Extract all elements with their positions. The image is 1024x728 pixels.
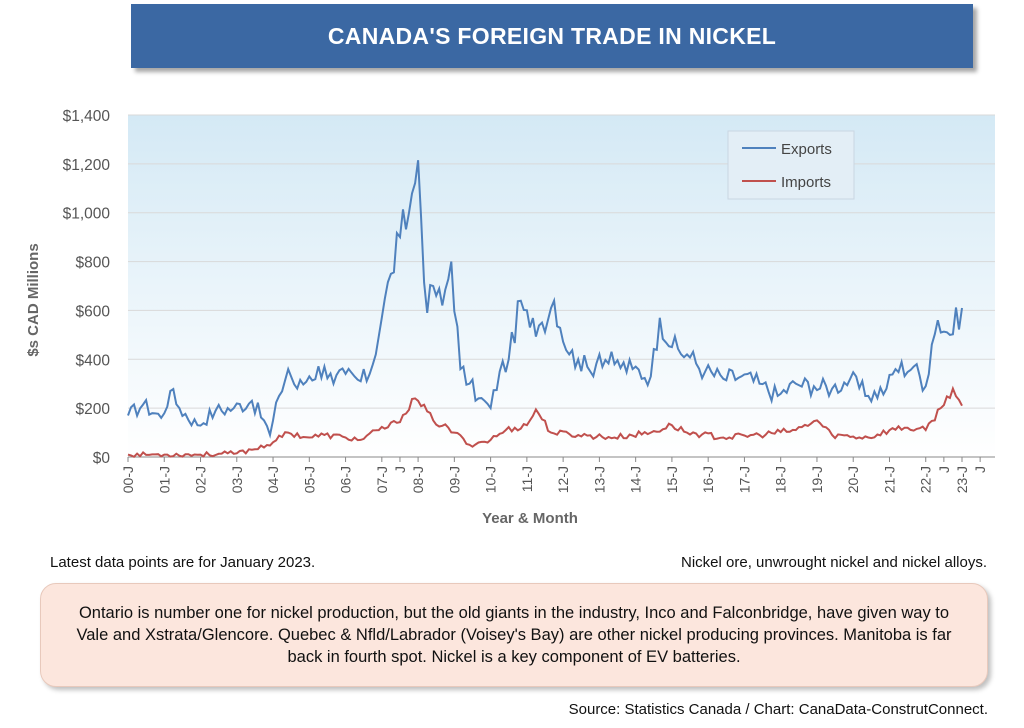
x-tick-label: 15-J bbox=[664, 466, 680, 493]
x-tick-label: 16-J bbox=[700, 466, 716, 493]
x-tick-label: 00-J bbox=[120, 466, 136, 493]
x-tick-label: 07-J bbox=[374, 466, 390, 493]
legend-exports-label: Exports bbox=[781, 141, 832, 158]
x-tick-label: 13-J bbox=[591, 466, 607, 493]
chart-title: CANADA'S FOREIGN TRADE IN NICKEL bbox=[327, 22, 777, 49]
x-tick-label: 10-J bbox=[483, 466, 499, 493]
x-tick-label: 23-J bbox=[954, 466, 970, 493]
product-scope-note: Nickel ore, unwrought nickel and nickel … bbox=[681, 554, 987, 571]
x-tick-label: 22-J bbox=[918, 466, 934, 493]
x-tick-label: 17-J bbox=[736, 466, 752, 493]
y-tick-label: $1,000 bbox=[63, 206, 111, 223]
x-tick-label: 11-J bbox=[519, 466, 535, 492]
y-tick-label: $600 bbox=[76, 303, 111, 320]
x-tick-label: J bbox=[936, 466, 952, 473]
y-tick-label: $800 bbox=[76, 255, 111, 272]
y-tick-label: $1,200 bbox=[63, 157, 111, 174]
latest-data-note: Latest data points are for January 2023. bbox=[50, 554, 316, 571]
x-tick-label: J bbox=[392, 466, 408, 473]
x-tick-label: 09-J bbox=[446, 466, 462, 493]
x-tick-label: 20-J bbox=[845, 466, 861, 493]
y-axis-label: $s CAD Millions bbox=[25, 243, 42, 356]
x-tick-label: 21-J bbox=[881, 466, 897, 493]
legend-imports-label: Imports bbox=[781, 174, 831, 191]
x-tick-label: 19-J bbox=[809, 466, 825, 493]
x-tick-label: 03-J bbox=[229, 466, 245, 493]
x-tick-label: 12-J bbox=[555, 466, 571, 493]
x-tick-label: 02-J bbox=[193, 466, 209, 493]
x-tick-label: 04-J bbox=[265, 466, 281, 493]
x-tick-label: 08-J bbox=[410, 466, 426, 493]
x-axis-label: Year & Month bbox=[482, 510, 578, 527]
x-tick-label: 01-J bbox=[156, 466, 172, 493]
commentary-text: Ontario is number one for nickel product… bbox=[76, 604, 952, 666]
legend-box bbox=[727, 130, 855, 200]
chart-title-banner: CANADA'S FOREIGN TRADE IN NICKEL bbox=[131, 4, 973, 68]
x-tick-label: J bbox=[972, 466, 988, 473]
x-tick-label: 05-J bbox=[301, 466, 317, 493]
y-tick-label: $0 bbox=[93, 450, 111, 467]
x-tick-label: 06-J bbox=[338, 466, 354, 493]
source-note: Source: Statistics Canada / Chart: CanaD… bbox=[568, 701, 988, 718]
x-tick-label: 18-J bbox=[773, 466, 789, 493]
x-tick-label: 14-J bbox=[628, 466, 644, 493]
y-tick-label: $200 bbox=[76, 401, 111, 418]
imports-series-line bbox=[127, 385, 963, 459]
y-tick-label: $1,400 bbox=[63, 108, 111, 125]
commentary-box: Ontario is number one for nickel product… bbox=[40, 583, 988, 687]
exports-series-line bbox=[127, 160, 963, 439]
y-tick-label: $400 bbox=[76, 352, 111, 369]
